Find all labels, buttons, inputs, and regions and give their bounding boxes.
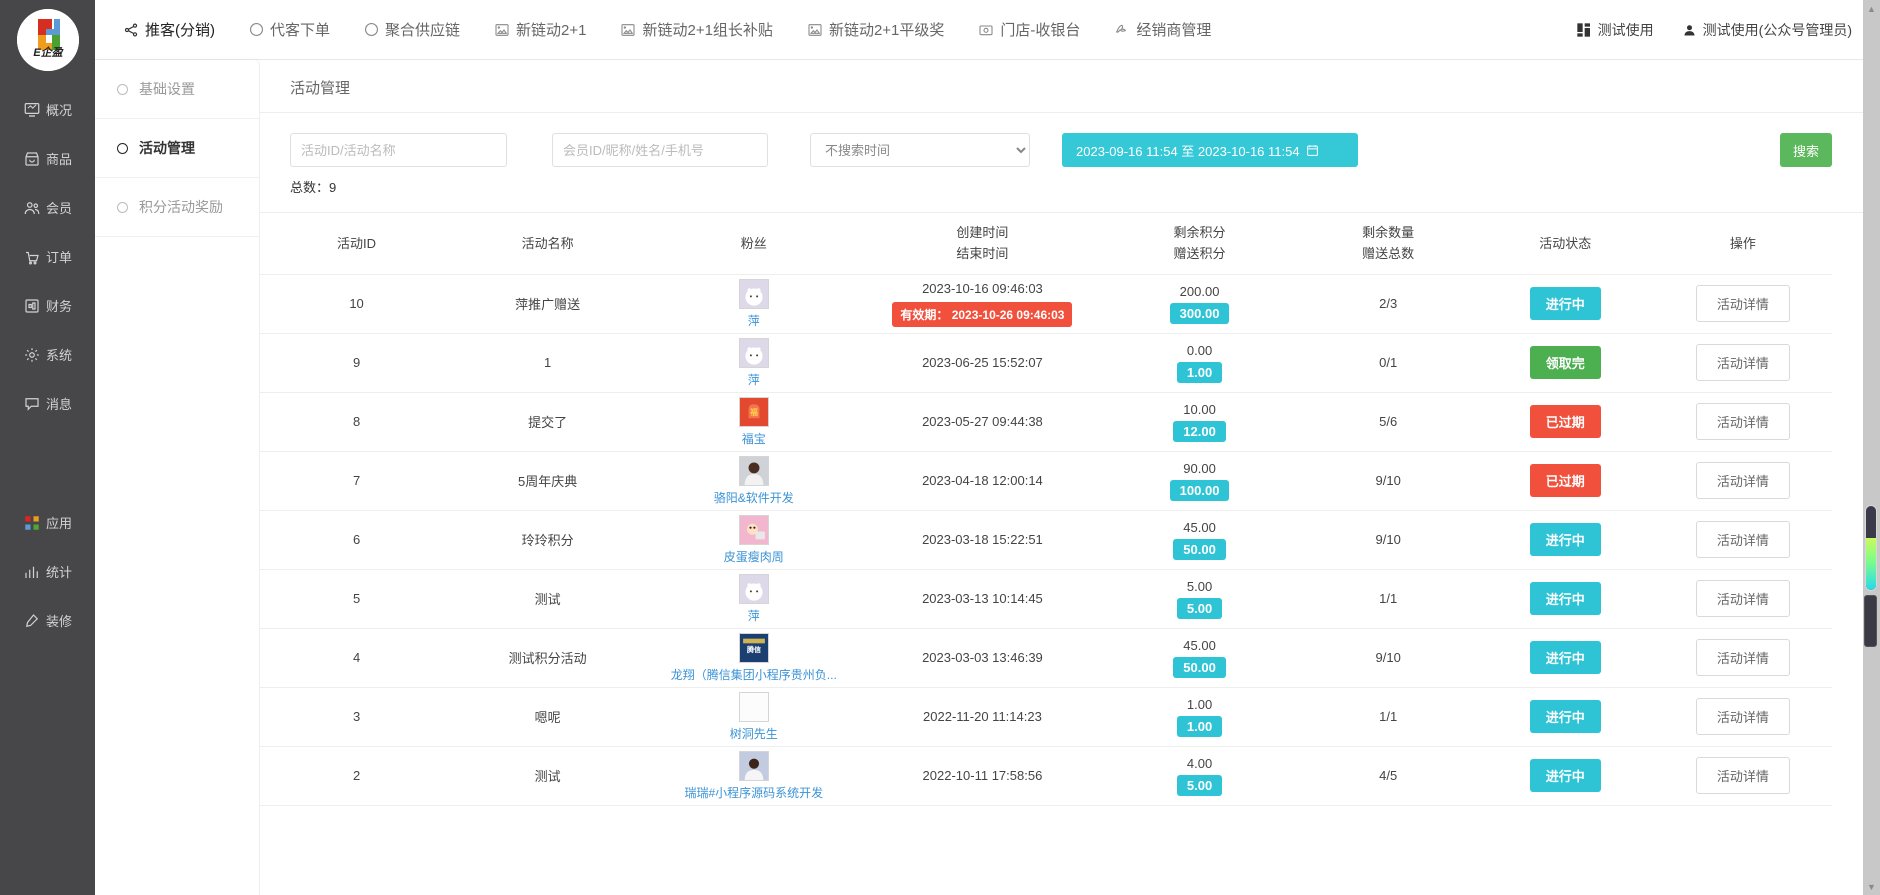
svg-text:福: 福 (749, 407, 758, 417)
svg-text:E企盈: E企盈 (33, 46, 63, 59)
svg-text:腾信: 腾信 (746, 645, 761, 654)
